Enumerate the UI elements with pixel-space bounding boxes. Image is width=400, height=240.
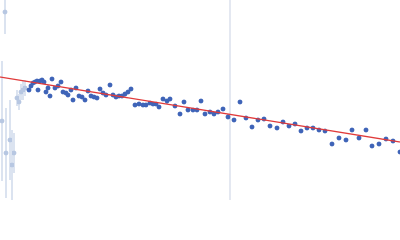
page: (() => { const data = JSON.parse(documen…: [0, 0, 400, 200]
data-point: [43, 89, 49, 95]
data-point: [298, 128, 304, 134]
data-point: [225, 114, 231, 120]
data-point: [107, 82, 113, 88]
data-point: [82, 97, 88, 103]
data-point: [3, 150, 9, 156]
fit-line: [0, 76, 400, 143]
data-point: [249, 124, 255, 130]
data-point: [14, 95, 20, 101]
data-point: [9, 162, 15, 168]
data-point: [185, 107, 191, 113]
data-point: [22, 85, 28, 91]
data-point: [65, 92, 71, 98]
data-point: [160, 96, 166, 102]
data-point: [47, 93, 53, 99]
data-point: [97, 86, 103, 92]
data-point: [356, 135, 362, 141]
data-point: [94, 95, 100, 101]
data-point: [132, 102, 138, 108]
data-point: [79, 94, 85, 100]
data-point: [49, 76, 55, 82]
data-point: [35, 87, 41, 93]
data-point: [41, 79, 47, 85]
data-point: [363, 127, 369, 133]
data-point: [231, 117, 237, 123]
data-point: [70, 97, 76, 103]
data-point: [167, 96, 173, 102]
data-point: [343, 137, 349, 143]
data-point: [267, 123, 273, 129]
data-point: [198, 98, 204, 104]
data-point: [237, 99, 243, 105]
data-point: [376, 141, 382, 147]
data-point: [125, 89, 131, 95]
data-point: [128, 86, 134, 92]
data-point: [143, 102, 149, 108]
data-point: [211, 111, 217, 117]
data-point: [11, 150, 17, 156]
data-point: [58, 79, 64, 85]
data-point: [181, 99, 187, 105]
data-point: [329, 141, 335, 147]
data-point: [274, 125, 280, 131]
data-point: [136, 101, 142, 107]
data-point: [369, 143, 375, 149]
data-point: [177, 111, 183, 117]
data-point: [2, 9, 8, 15]
data-point: [16, 99, 22, 105]
data-point: [220, 106, 226, 112]
data-point: [0, 118, 5, 124]
chart: [0, 0, 400, 200]
data-point: [349, 127, 355, 133]
data-point: [336, 135, 342, 141]
data-point: [45, 85, 51, 91]
data-point: [26, 87, 32, 93]
data-point: [156, 104, 162, 110]
data-point: [397, 149, 400, 155]
data-point: [202, 111, 208, 117]
data-point: [7, 137, 13, 143]
